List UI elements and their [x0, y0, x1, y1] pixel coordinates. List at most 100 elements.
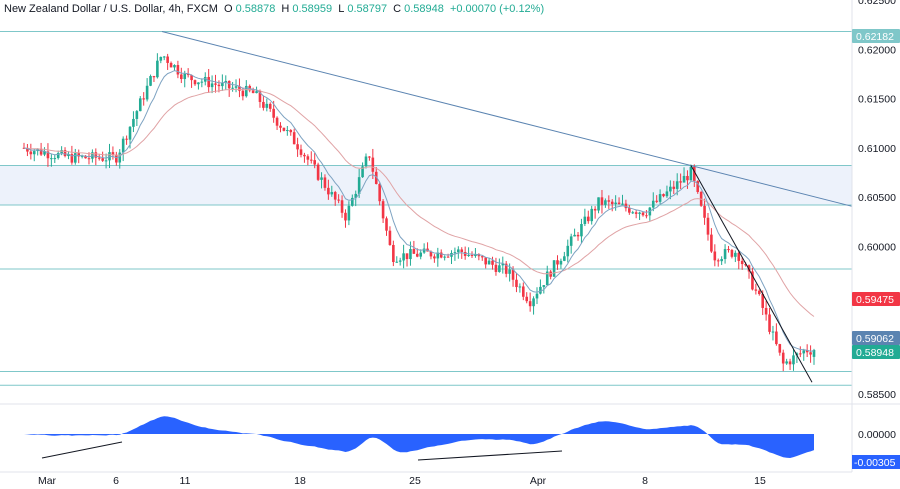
candle-body — [778, 344, 782, 353]
candle-body — [50, 158, 53, 160]
candle-body — [340, 200, 344, 213]
candle-body — [77, 153, 81, 157]
candle-body — [173, 65, 176, 68]
ohlc-close-label: C — [393, 3, 402, 15]
candle-body — [498, 265, 501, 272]
descending-trendline[interactable] — [161, 31, 853, 207]
price-tick-label: 0.58500 — [858, 389, 896, 401]
candle-body — [80, 155, 84, 157]
candle-body — [641, 212, 645, 216]
candle-body — [655, 200, 658, 202]
price-tag-level: 0.62182 — [856, 31, 894, 43]
candle-body — [638, 212, 641, 214]
candle-body — [97, 157, 101, 159]
candle-body — [190, 75, 193, 81]
candle-body — [494, 264, 498, 272]
oscillator-divergence-line-1[interactable] — [41, 441, 123, 459]
candle-body — [443, 256, 446, 258]
candle-body — [580, 224, 583, 237]
candle-body — [156, 60, 159, 78]
candle-body — [734, 252, 737, 257]
candle-body — [480, 256, 484, 258]
candle-body — [682, 175, 686, 183]
candle-body — [43, 151, 46, 155]
candle-body — [251, 90, 255, 94]
candle-body — [303, 154, 306, 157]
candle-body — [313, 160, 316, 165]
candle-body — [26, 147, 29, 152]
candle-body — [474, 254, 477, 257]
candle-body — [149, 76, 152, 86]
time-tick-label: 6 — [113, 475, 119, 487]
candle-body — [621, 203, 624, 205]
candle-body — [809, 352, 812, 355]
candle-body — [545, 271, 549, 286]
candle-body — [812, 350, 816, 357]
candle-body — [272, 108, 275, 118]
time-tick-label: Mar — [38, 475, 57, 487]
candle-body — [799, 353, 802, 355]
candle-body — [84, 155, 87, 159]
candle-body — [306, 156, 310, 160]
time-tick-label: Apr — [530, 475, 547, 487]
oscillator-divergence-line-2[interactable] — [417, 450, 563, 461]
candle-body — [775, 331, 778, 345]
candle-body — [392, 244, 395, 263]
candle-body — [402, 253, 405, 261]
candle-body — [104, 160, 108, 162]
candle-body — [802, 350, 806, 354]
candle-body — [63, 150, 67, 157]
candle-body — [781, 352, 785, 364]
candle-body — [197, 82, 200, 85]
candle-body — [624, 203, 628, 209]
candle-body — [600, 197, 604, 205]
candle-body — [152, 76, 156, 78]
candle-body — [132, 118, 135, 127]
candle-body — [309, 159, 313, 161]
candle-body — [183, 73, 187, 80]
ohlc-high-label: H — [281, 3, 290, 15]
price-tick-label: 0.62500 — [858, 0, 896, 7]
oscillator-last-box — [852, 455, 900, 469]
candle-body — [29, 151, 33, 155]
candle-body — [535, 293, 539, 299]
candle-body — [166, 56, 169, 63]
candle-body — [289, 130, 293, 133]
candle-body — [422, 248, 426, 253]
candle-body — [617, 202, 621, 205]
candle-body — [108, 152, 111, 161]
candle-body — [658, 194, 662, 202]
price-tag-fast-ma: 0.59062 — [856, 333, 894, 345]
candle-body — [186, 73, 190, 76]
candle-body — [145, 85, 149, 100]
candle-body — [515, 279, 518, 288]
ohlc-low-label: L — [338, 3, 345, 15]
candle-body — [501, 263, 505, 266]
oscillator-tick-label: 0.00000 — [858, 429, 896, 441]
chart-legend: New Zealand Dollar / U.S. Dollar, 4h, FX… — [4, 3, 547, 15]
candle-body — [53, 158, 57, 160]
candle-body — [282, 127, 286, 131]
candle-body — [73, 153, 77, 163]
candle-body — [231, 87, 234, 89]
time-tick-label: 15 — [754, 475, 766, 487]
candle-body — [706, 217, 710, 235]
ohlc-low-value: 0.58797 — [347, 3, 388, 15]
candle-body — [385, 218, 388, 231]
candle-body — [518, 286, 522, 288]
price-tag-fast-ma-box — [852, 331, 900, 345]
candle-body — [672, 186, 676, 189]
candle-body — [504, 263, 508, 274]
symbol-title: New Zealand Dollar / U.S. Dollar, 4h, FX… — [4, 3, 218, 15]
price-tick-label: 0.62000 — [858, 44, 896, 56]
short-term-trendline[interactable] — [690, 165, 813, 383]
candle-body — [645, 215, 648, 217]
candle-body — [244, 85, 248, 97]
candle-body — [361, 166, 364, 178]
candle-body — [364, 156, 368, 167]
candle-body — [522, 286, 525, 297]
candle-body — [525, 296, 529, 302]
fast-moving-average-line — [23, 70, 815, 352]
candle-body — [703, 205, 706, 218]
